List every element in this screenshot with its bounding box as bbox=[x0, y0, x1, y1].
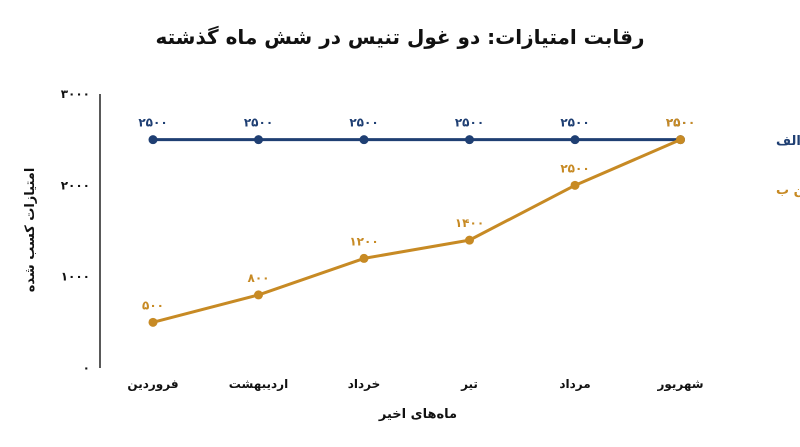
x-tick-label: مرداد bbox=[559, 377, 590, 391]
data-label: ۵۰۰ bbox=[142, 298, 164, 312]
x-axis-label: ماه‌های اخیر bbox=[378, 407, 457, 422]
data-label: ۲۵۰۰ bbox=[666, 116, 695, 130]
data-point bbox=[359, 135, 369, 145]
data-label: ۲۵۰۰ bbox=[455, 116, 484, 130]
data-label: ۱۴۰۰ bbox=[455, 216, 484, 230]
x-tick-label: فروردین bbox=[127, 377, 178, 392]
y-ticks: ۰ ۱۰۰۰ ۲۰۰۰ ۳۰۰۰ bbox=[61, 87, 90, 375]
legend-item: بازیکن ب bbox=[776, 183, 800, 198]
data-point bbox=[570, 180, 580, 190]
y-axis-label: امتیازات کسب شده bbox=[23, 168, 38, 293]
series-line bbox=[151, 138, 682, 324]
data-point bbox=[148, 317, 158, 327]
data-point bbox=[148, 135, 158, 145]
legend: بازیکن الف بازیکن ب bbox=[776, 134, 800, 198]
chart-title: رقابت امتیازات: دو غول تنیس در شش ماه گذ… bbox=[156, 25, 645, 49]
x-tick-label: تیر bbox=[460, 377, 478, 391]
y-tick-label: ۳۰۰۰ bbox=[61, 87, 90, 101]
series-layer: ۲۵۰۰ ۲۵۰۰ ۲۵۰۰ ۲۵۰۰ ۲۵۰۰ ۲۵۰۰ ۵۰۰ ۸۰۰ ۱۲۰۰ ۱۴۰۰ ۲۵… bbox=[138, 116, 695, 327]
data-label: ۲۵۰۰ bbox=[560, 116, 589, 130]
data-point bbox=[465, 235, 474, 245]
data-point bbox=[676, 135, 685, 145]
y-tick-label: ۱۰۰۰ bbox=[61, 270, 90, 284]
series-0: ۲۵۰۰ ۲۵۰۰ ۲۵۰۰ ۲۵۰۰ ۲۵۰۰ ۲۵۰۰ bbox=[138, 116, 695, 145]
data-point bbox=[254, 135, 263, 145]
data-label: ۲۵۰۰ bbox=[349, 116, 378, 130]
series-1: ۵۰۰ ۸۰۰ ۱۲۰۰ ۱۴۰۰ ۲۵۰۰ ۲۵۰۰ bbox=[142, 116, 695, 327]
data-label: ۲۵۰۰ bbox=[666, 116, 695, 130]
legend-item: بازیکن الف bbox=[776, 134, 800, 149]
data-point bbox=[359, 253, 369, 263]
data-label: ۱۲۰۰ bbox=[349, 234, 378, 248]
x-tick-label: خرداد bbox=[348, 377, 381, 391]
x-tick-label: اردیبهشت bbox=[229, 377, 288, 391]
data-label: ۸۰۰ bbox=[248, 271, 270, 285]
data-label: ۲۵۰۰ bbox=[138, 116, 167, 130]
data-label: ۲۵۰۰ bbox=[560, 161, 589, 175]
x-ticks: فروردین اردیبهشت خرداد تیر مرداد شهریور bbox=[127, 377, 703, 392]
data-point bbox=[465, 135, 474, 145]
data-point bbox=[570, 135, 580, 145]
data-point bbox=[254, 290, 263, 300]
x-tick-label: شهریور bbox=[656, 377, 703, 392]
y-tick-label: ۲۰۰۰ bbox=[61, 178, 90, 192]
data-label: ۲۵۰۰ bbox=[244, 116, 273, 130]
y-tick-label: ۰ bbox=[83, 361, 90, 375]
